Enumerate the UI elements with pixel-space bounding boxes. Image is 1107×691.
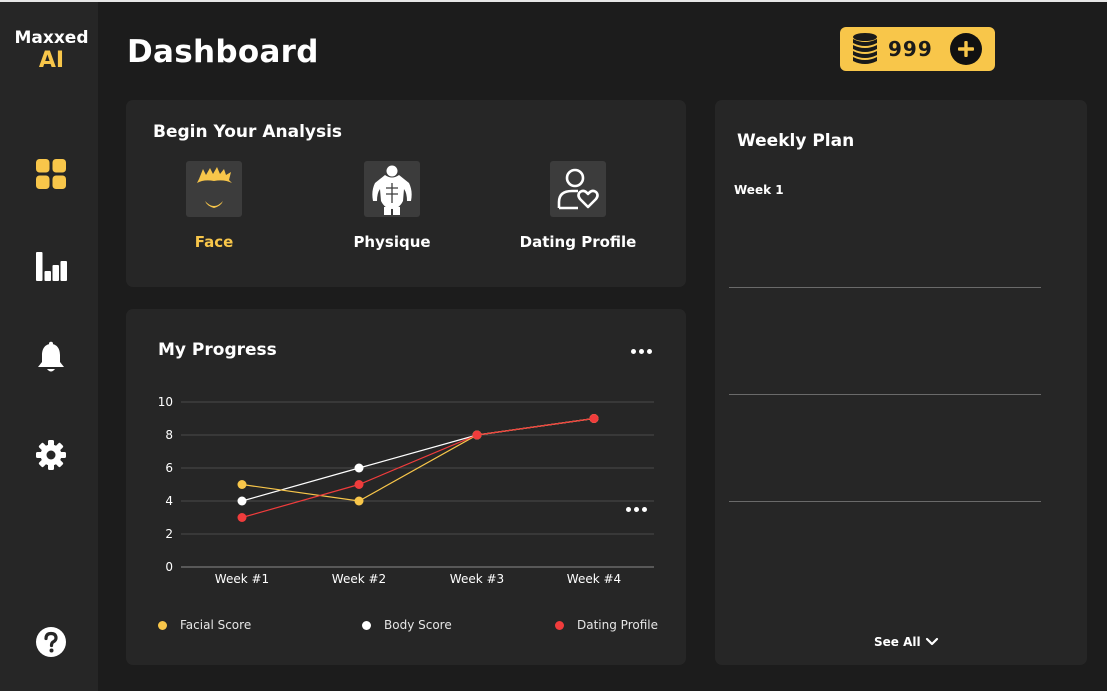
see-all-label: See All [874, 635, 921, 649]
x-tick-label: Week #2 [332, 572, 386, 586]
legend-dot [362, 620, 371, 630]
dating-profile-tile [550, 161, 606, 217]
chevron-down-icon [925, 637, 938, 646]
analysis-item-physique[interactable]: Physique [312, 161, 472, 251]
analysis-title: Begin Your Analysis [153, 122, 343, 142]
series-line-dating-profile [241, 417, 595, 519]
coin-balance-button[interactable]: 999 [840, 27, 995, 71]
chart-more-button[interactable] [626, 507, 647, 512]
analysis-item-physique-label: Physique [353, 233, 431, 251]
analysis-item-dating-profile-label: Dating Profile [519, 233, 637, 251]
analysis-card: Begin Your Analysis Face Physique [126, 100, 686, 287]
coin-count: 999 [888, 37, 933, 61]
more-icon-dot [631, 349, 636, 354]
data-point-dating-profile [237, 513, 247, 522]
more-icon-dot [647, 349, 652, 354]
chart-grid [181, 401, 654, 568]
legend-label: Dating Profile [577, 618, 658, 632]
data-point-dating-profile [354, 480, 364, 489]
sidebar-item-settings[interactable] [33, 437, 69, 473]
data-point-dating-profile [472, 430, 482, 440]
plan-divider [729, 501, 1041, 502]
chart-axes: 0 2 4 6 8 10 Week #1 Week #2 Week #3 Week #4 [158, 395, 621, 586]
more-icon-dot [634, 507, 639, 512]
plus-icon [958, 41, 974, 57]
more-icon-dot [626, 507, 631, 512]
y-tick-label: 0 [165, 560, 173, 574]
face-tile [186, 161, 242, 217]
y-tick-label: 6 [165, 461, 173, 475]
plan-divider [729, 394, 1041, 395]
legend-dating-profile[interactable]: Dating Profile [555, 618, 658, 632]
sidebar-item-dashboard[interactable] [33, 156, 69, 192]
progress-chart: 0 2 4 6 8 10 Week #1 Week #2 Week #3 Week #4 [158, 395, 654, 586]
progress-title: My Progress [158, 340, 277, 360]
help-icon [36, 627, 66, 657]
sidebar: Maxxed AI [0, 2, 98, 691]
data-point-body-score [237, 496, 247, 506]
face-icon [197, 167, 232, 208]
page-title: Dashboard [127, 34, 319, 70]
analysis-item-face-label: Face [194, 233, 234, 251]
progress-more-button[interactable] [631, 349, 652, 354]
see-all-button[interactable]: See All [874, 635, 939, 649]
add-coins-button[interactable] [950, 33, 982, 65]
legend-facial-score[interactable]: Facial Score [158, 618, 251, 632]
y-tick-label: 10 [158, 395, 173, 409]
legend-body-score[interactable]: Body Score [362, 618, 452, 632]
grid-icon [36, 159, 66, 189]
analysis-item-face[interactable]: Face [134, 161, 294, 251]
physique-tile [364, 161, 420, 217]
progress-card: My Progress 0 2 4 6 8 10 Week #1 Week #2 Week #3… [126, 309, 686, 665]
window-top-border [0, 0, 1107, 2]
sidebar-item-stats[interactable] [33, 248, 69, 284]
week-label: Week 1 [734, 183, 784, 197]
more-icon-dot [639, 349, 644, 354]
x-tick-label: Week #1 [215, 572, 269, 586]
legend-label: Body Score [384, 618, 452, 632]
x-tick-label: Week #4 [567, 572, 621, 586]
brand-logo: Maxxed AI [0, 30, 103, 72]
data-point-facial-score [237, 480, 247, 489]
x-tick-label: Week #3 [450, 572, 504, 586]
chart-series [237, 414, 599, 522]
analysis-item-dating-profile[interactable]: Dating Profile [498, 161, 658, 251]
help-button[interactable] [33, 624, 69, 660]
bell-icon [38, 341, 64, 372]
y-tick-label: 8 [165, 428, 173, 442]
weekly-plan-card: Weekly Plan Week 1 See All [715, 100, 1087, 665]
physique-icon [372, 165, 412, 215]
weekly-plan-title: Weekly Plan [737, 131, 855, 151]
y-tick-label: 2 [165, 527, 173, 541]
plan-divider [729, 287, 1041, 288]
gear-icon [36, 440, 66, 470]
brand-suffix: AI [38, 48, 65, 73]
dating-profile-icon [557, 168, 599, 210]
data-point-facial-score [354, 496, 364, 506]
data-point-dating-profile [589, 414, 599, 423]
y-tick-label: 4 [165, 494, 173, 508]
legend-label: Facial Score [180, 618, 252, 632]
coin-stack-icon [853, 33, 877, 64]
brand-name: Maxxed [14, 28, 89, 48]
bar-chart-icon [36, 252, 67, 281]
more-icon-dot [642, 507, 647, 512]
legend-dot [555, 620, 564, 630]
data-point-body-score [354, 463, 364, 473]
legend-dot [158, 620, 167, 630]
sidebar-item-notifications[interactable] [33, 340, 69, 376]
